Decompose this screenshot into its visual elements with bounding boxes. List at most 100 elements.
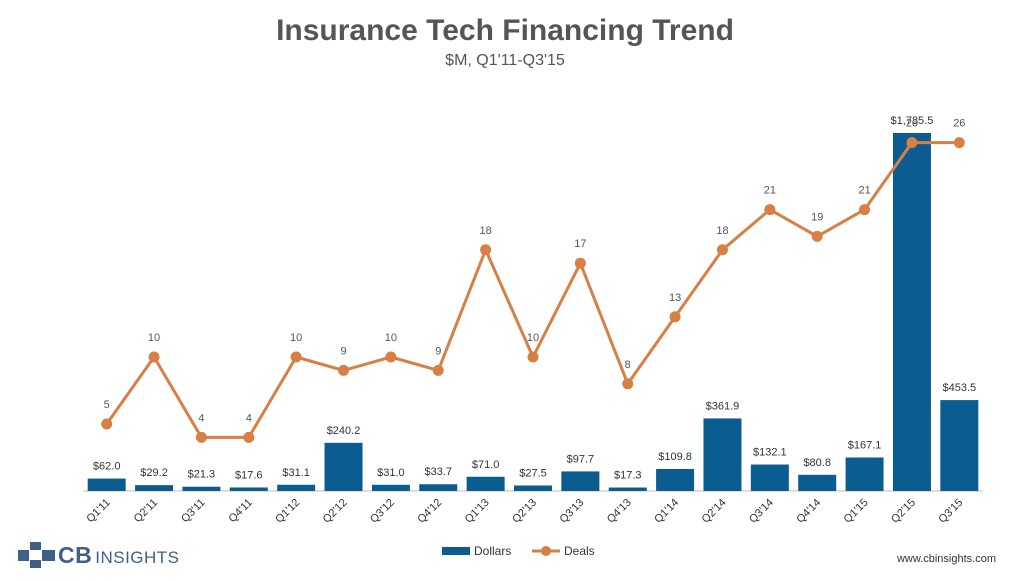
bar-label-16: $80.8 (803, 457, 831, 469)
deals-point-5 (290, 351, 302, 363)
deals-point-2 (148, 351, 160, 363)
x-tick-label-18: Q2'15 (889, 497, 918, 526)
x-tick-label-14: Q2'14 (700, 497, 729, 526)
deals-label-15: 21 (764, 185, 776, 197)
x-tick-label-1: Q1'11 (84, 497, 112, 525)
legend-deals-marker (541, 546, 551, 556)
deals-label-1: 5 (104, 399, 110, 411)
x-tick-label-16: Q4'14 (794, 497, 823, 526)
bar-label-18: $1,785.5 (891, 115, 934, 127)
x-tick-label-4: Q4'11 (226, 497, 254, 525)
deals-point-14 (716, 244, 728, 256)
bar-6 (324, 442, 363, 491)
deals-point-3 (195, 431, 207, 443)
deals-point-13 (669, 311, 681, 323)
deals-label-19: 26 (953, 118, 965, 130)
deals-label-5: 10 (290, 332, 302, 344)
legend-dollars-label: Dollars (474, 544, 511, 558)
chart-subtitle: $M, Q1'11-Q3'15 (445, 52, 565, 69)
bar-7 (371, 484, 410, 491)
deals-point-6 (338, 364, 350, 376)
bar-label-2: $29.2 (140, 467, 168, 479)
bar-label-8: $33.7 (424, 466, 452, 478)
bar-label-4: $17.6 (235, 469, 263, 481)
bar-label-7: $31.0 (377, 467, 405, 479)
x-tick-label-5: Q1'12 (273, 497, 302, 526)
deals-point-11 (574, 257, 586, 269)
deals-point-15 (764, 204, 776, 216)
bar-label-14: $361.9 (706, 400, 740, 412)
x-tick-label-12: Q4'13 (605, 497, 634, 526)
x-tick-label-17: Q1'15 (842, 497, 871, 526)
bar-label-6: $240.2 (327, 425, 361, 437)
bar-label-10: $27.5 (519, 467, 547, 479)
deals-point-10 (527, 351, 539, 363)
bar-label-11: $97.7 (567, 453, 595, 465)
cb-insights-logo: CB INSIGHTS (18, 541, 180, 569)
bar-17 (845, 457, 884, 491)
deals-point-9 (480, 244, 492, 256)
deals-label-2: 10 (148, 332, 160, 344)
website-url: www.cbinsights.com (896, 553, 996, 565)
x-tick-label-7: Q3'12 (368, 497, 397, 526)
bar-label-19: $453.5 (942, 382, 976, 394)
cb-logo-icon (18, 542, 55, 568)
deals-label-14: 18 (716, 225, 728, 237)
deals-point-8 (432, 364, 444, 376)
x-tick-label-8: Q4'12 (415, 497, 444, 526)
bar-label-5: $31.1 (282, 467, 310, 479)
bar-label-3: $21.3 (188, 469, 216, 481)
deals-point-12 (622, 378, 634, 390)
bar-4 (229, 487, 268, 491)
deals-label-12: 8 (625, 359, 631, 371)
deals-label-11: 17 (574, 238, 586, 250)
x-tick-label-3: Q3'11 (179, 497, 207, 525)
deals-point-4 (243, 431, 255, 443)
deals-point-7 (385, 351, 397, 363)
deals-point-16 (811, 230, 823, 242)
legend-dollars-swatch (442, 547, 470, 555)
bar-2 (135, 485, 174, 491)
deals-label-9: 18 (480, 225, 492, 237)
x-tick-label-15: Q3'14 (747, 497, 776, 526)
bar-12 (608, 487, 647, 491)
logo-cb-text: CB (58, 541, 93, 568)
bar-1 (87, 478, 126, 491)
x-tick-label-10: Q2'13 (510, 497, 539, 526)
bar-13 (656, 468, 695, 491)
bar-5 (277, 484, 316, 491)
chart-title: Insurance Tech Financing Trend (276, 14, 734, 47)
x-tick-label-2: Q2'11 (132, 497, 160, 525)
deals-label-6: 9 (340, 345, 346, 357)
bar-14 (703, 418, 742, 491)
bar-8 (419, 484, 458, 491)
deals-label-18: 26 (906, 118, 918, 130)
deals-label-8: 9 (435, 345, 441, 357)
x-tick-label-6: Q2'12 (321, 497, 350, 526)
bar-3 (182, 486, 221, 491)
deals-point-19 (953, 137, 965, 149)
deals-label-3: 4 (198, 412, 204, 424)
deals-label-7: 10 (385, 332, 397, 344)
deals-label-10: 10 (527, 332, 539, 344)
x-tick-label-13: Q1'14 (652, 497, 681, 526)
bar-label-13: $109.8 (658, 451, 692, 463)
bar-15 (750, 464, 789, 491)
bar-11 (561, 471, 600, 491)
deals-point-17 (859, 204, 871, 216)
bar-label-9: $71.0 (472, 459, 500, 471)
deals-point-18 (906, 137, 918, 149)
x-tick-label-19: Q3'15 (936, 497, 965, 526)
bar-10 (514, 485, 552, 491)
x-tick-label-9: Q1'13 (463, 497, 492, 526)
bar-label-12: $17.3 (614, 470, 642, 482)
bar-18 (892, 133, 931, 491)
logo-insights-text: INSIGHTS (95, 547, 180, 567)
bar-label-17: $167.1 (848, 439, 882, 451)
x-tick-label-11: Q3'13 (557, 497, 586, 526)
deals-label-13: 13 (669, 292, 681, 304)
bar-19 (940, 400, 979, 491)
deals-label-17: 21 (858, 185, 870, 197)
deals-line (105, 141, 960, 439)
